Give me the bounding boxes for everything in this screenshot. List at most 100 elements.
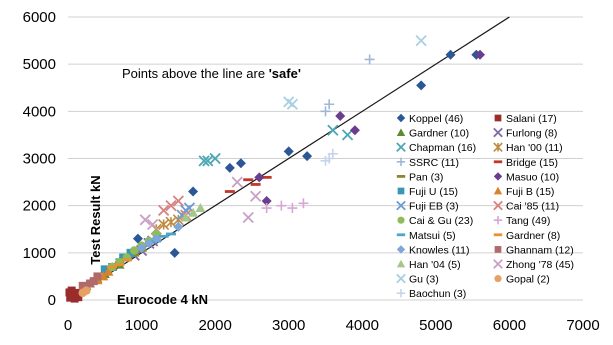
data-point	[158, 204, 170, 217]
data-point	[231, 176, 243, 188]
legend-marker	[493, 200, 503, 211]
legend-label: Fuji U (15)	[409, 186, 458, 198]
legend-item: Fuji EB (3)	[396, 200, 459, 213]
legend-label: Koppel (46)	[409, 113, 463, 125]
x-tick-label: 1000	[125, 317, 158, 334]
y-tick-label: 2000	[23, 198, 56, 215]
y-tick-labels: 0 1000 2000 3000 4000 5000 6000	[23, 9, 56, 309]
legend-marker	[493, 233, 503, 237]
legend-item: Cai '85 (11)	[493, 200, 559, 213]
data-point	[132, 233, 143, 244]
legend-item: Koppel (46)	[396, 113, 463, 125]
data-point	[151, 233, 162, 244]
legend-item: Fuji B (15)	[493, 186, 554, 198]
legend-label: Han '04 (5)	[409, 259, 461, 271]
data-point	[242, 211, 254, 224]
data-point	[165, 216, 177, 228]
y-axis-label: Test Result kN	[88, 175, 103, 264]
legend-label: Pan (3)	[409, 171, 443, 183]
legend-item: Baochun (3)	[396, 288, 466, 300]
data-point	[172, 195, 184, 207]
legend-label: Ghannam (12)	[506, 244, 574, 256]
legend-label: Salani (17)	[506, 113, 557, 125]
legend-marker	[396, 289, 406, 298]
safe-annotation: Points above the line are 'safe'	[122, 66, 301, 81]
legend-marker	[396, 157, 406, 166]
data-point	[320, 155, 331, 166]
legend-marker	[493, 142, 503, 152]
data-point	[143, 238, 154, 249]
data-point	[261, 203, 272, 214]
legend-marker	[396, 200, 406, 211]
legend-marker	[493, 160, 503, 164]
data-point	[254, 172, 265, 183]
data-point	[416, 80, 427, 91]
data-point	[243, 178, 254, 182]
legend-label: Han '00 (11)	[506, 142, 563, 154]
data-point	[114, 263, 125, 267]
legend-label: Chapman (16)	[409, 142, 476, 154]
legend: Koppel (46) Salani (17) Gardner (10) Furlon…	[396, 113, 574, 300]
data-point	[103, 266, 114, 276]
y-tick-label: 6000	[23, 9, 56, 26]
legend-item: Zhong '78 (45)	[493, 259, 574, 271]
legend-marker	[493, 259, 503, 269]
legend-item: Masuo (10)	[493, 171, 559, 183]
data-point	[169, 247, 180, 258]
legend-item: Salani (17)	[494, 113, 557, 125]
legend-marker	[397, 187, 405, 195]
data-point	[341, 129, 354, 141]
data-points	[65, 34, 485, 303]
data-point	[224, 162, 235, 173]
x-tick-label: 2000	[198, 317, 231, 334]
legend-item: Gu (3)	[396, 274, 439, 286]
x-tick-label: 6000	[493, 317, 526, 334]
x-tick-label: 3000	[272, 317, 305, 334]
data-point	[475, 49, 485, 60]
legend-marker	[493, 186, 503, 195]
data-point	[69, 292, 78, 301]
legend-item: Furlong (8)	[493, 128, 557, 140]
data-point	[65, 288, 74, 297]
legend-label: Cai & Gu (23)	[409, 215, 473, 227]
data-point	[180, 212, 191, 222]
data-point	[364, 54, 375, 65]
data-point	[195, 203, 206, 213]
legend-item: Gopal (2)	[494, 274, 550, 286]
legend-label: Gu (3)	[409, 274, 439, 286]
x-tick-label: 0	[64, 317, 72, 334]
legend-label: Fuji EB (3)	[409, 201, 459, 213]
data-point	[286, 98, 299, 110]
legend-label: Bridge (15)	[506, 157, 558, 169]
data-point	[335, 111, 346, 122]
y-tick-label: 0	[48, 292, 56, 309]
data-point	[202, 155, 214, 167]
data-point	[78, 281, 87, 290]
data-point	[349, 125, 360, 136]
data-point	[287, 203, 298, 214]
legend-item: Fuji U (15)	[397, 186, 458, 198]
x-tick-label: 5000	[419, 317, 452, 334]
data-point	[198, 155, 210, 167]
legend-marker	[494, 275, 502, 283]
legend-marker	[396, 233, 406, 237]
data-point	[146, 218, 159, 231]
annotation-prefix: Points above the line are	[122, 66, 269, 81]
data-point	[89, 277, 98, 286]
legend-label: Masuo (10)	[506, 171, 559, 183]
legend-item: Bridge (15)	[493, 157, 558, 169]
data-point	[298, 198, 309, 209]
data-point	[224, 190, 235, 193]
legend-label: Gopal (2)	[506, 274, 550, 286]
data-point	[320, 106, 331, 117]
annotation-emphasis: 'safe'	[269, 66, 301, 81]
y-tick-label: 4000	[23, 103, 56, 120]
legend-label: Zhong '78 (45)	[506, 259, 574, 271]
legend-label: Gardner (8)	[506, 230, 560, 242]
x-tick-label: 4000	[346, 317, 379, 334]
legend-marker	[396, 142, 406, 153]
legend-label: Matsui (5)	[409, 230, 456, 242]
legend-item: Cai & Gu (23)	[397, 215, 473, 227]
legend-item: Knowles (11)	[396, 244, 470, 256]
legend-label: Cai '85 (11)	[506, 201, 559, 213]
